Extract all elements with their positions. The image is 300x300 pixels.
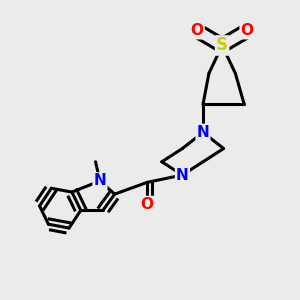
Text: O: O [190,23,204,38]
Text: O: O [141,197,154,212]
Text: S: S [216,37,228,55]
Text: N: N [94,173,106,188]
Text: N: N [176,167,189,182]
Text: O: O [241,23,254,38]
Text: N: N [196,125,209,140]
